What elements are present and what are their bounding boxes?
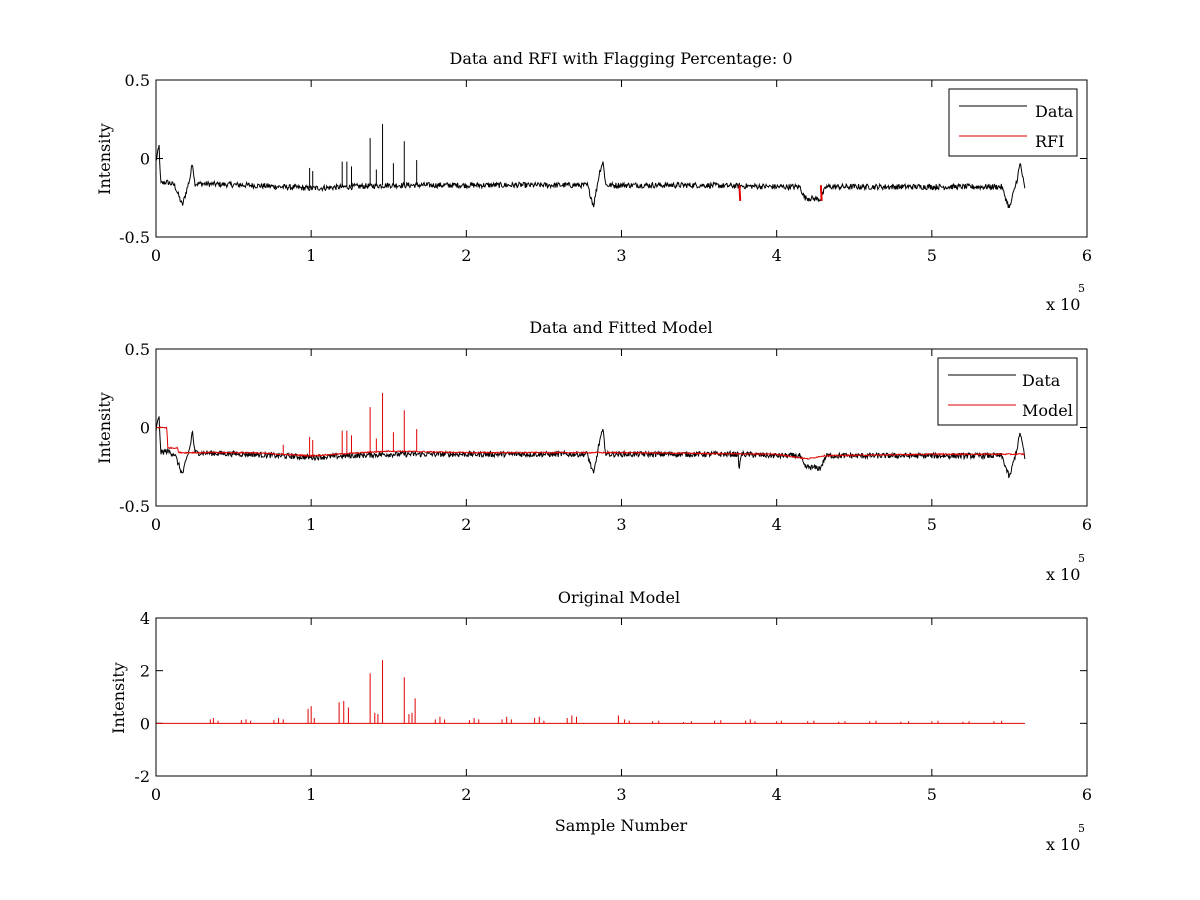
x-tick-label: 0 [151, 515, 161, 534]
y-tick-label: 0.5 [125, 71, 150, 90]
panel2-ylabel: Intensity [95, 392, 114, 464]
legend-box [948, 88, 1078, 157]
x-tick-label: 2 [461, 515, 471, 534]
legend-label-rfi: RFI [1035, 132, 1064, 151]
legend-box [937, 357, 1078, 426]
series-data-line [155, 416, 1026, 479]
x-tick-label: 5 [927, 515, 937, 534]
panel-rfi: Data and RFI with Flagging Percentage: 0… [95, 49, 1092, 314]
panel1-axes-frame [155, 79, 1088, 238]
x-tick-label: 2 [461, 246, 471, 265]
x-tick-label: 4 [772, 515, 782, 534]
panel2-axes-frame [155, 348, 1088, 507]
svg-text:x 10: x 10 [1046, 835, 1080, 854]
panel1-ylabel: Intensity [95, 123, 114, 195]
x-tick-label: 5 [927, 246, 937, 265]
series-data-line [155, 144, 1026, 208]
x-tick-label: 0 [151, 785, 161, 804]
panel3-title: Original Model [558, 588, 680, 607]
x-tick-label: 3 [616, 785, 626, 804]
x-tick-label: 4 [772, 246, 782, 265]
panel3-x-multiplier: x 10 5 [1046, 822, 1085, 854]
panel2-title: Data and Fitted Model [529, 318, 712, 337]
y-tick-label: -0.5 [119, 228, 150, 247]
x-tick-label: 0 [151, 246, 161, 265]
y-tick-label: 0 [140, 150, 150, 169]
panel1-legend: Data RFI [948, 88, 1078, 157]
panel2-legend: Data Model [937, 357, 1078, 426]
x-tick-label: 6 [1082, 515, 1092, 534]
panel3-ylabel: Intensity [109, 662, 128, 734]
panel1-title: Data and RFI with Flagging Percentage: 0 [449, 49, 792, 68]
panel3-xlabel: Sample Number [555, 816, 688, 835]
y-tick-label: 0 [140, 419, 150, 438]
x-tick-label: 6 [1082, 785, 1092, 804]
panel3-axes-frame [155, 617, 1088, 777]
y-tick-label: 2 [140, 662, 150, 681]
series-rfi-segment [738, 185, 742, 201]
x-tick-label: 1 [306, 515, 316, 534]
y-tick-label: 0.5 [125, 340, 150, 359]
x-tick-label: 1 [306, 246, 316, 265]
x-tick-label: 6 [1082, 246, 1092, 265]
panel1-x-multiplier: x 10 5 [1046, 282, 1085, 314]
svg-text:x 10: x 10 [1046, 565, 1080, 584]
legend-label-model: Model [1022, 401, 1073, 420]
x-tick-label: 3 [616, 246, 626, 265]
y-tick-label: 4 [140, 609, 150, 628]
x-tick-label: 1 [306, 785, 316, 804]
series-rfi-segment [819, 185, 823, 201]
legend-label-data: Data [1035, 102, 1074, 121]
x-tick-label: 3 [616, 515, 626, 534]
x-tick-label: 2 [461, 785, 471, 804]
svg-text:5: 5 [1078, 282, 1085, 295]
panel-model-fit: Data and Fitted Model Intensity 0 1 2 3 4 5 6 -… [95, 318, 1092, 584]
y-tick-label: -2 [134, 767, 150, 786]
svg-text:x 10: x 10 [1046, 295, 1080, 314]
svg-text:5: 5 [1078, 822, 1085, 835]
svg-text:5: 5 [1078, 552, 1085, 565]
series-model-line [156, 426, 1026, 460]
panel2-x-multiplier: x 10 5 [1046, 552, 1085, 584]
x-tick-label: 4 [772, 785, 782, 804]
x-tick-label: 5 [927, 785, 937, 804]
legend-label-data: Data [1022, 371, 1061, 390]
y-tick-label: -0.5 [119, 497, 150, 516]
y-tick-label: 0 [140, 714, 150, 733]
